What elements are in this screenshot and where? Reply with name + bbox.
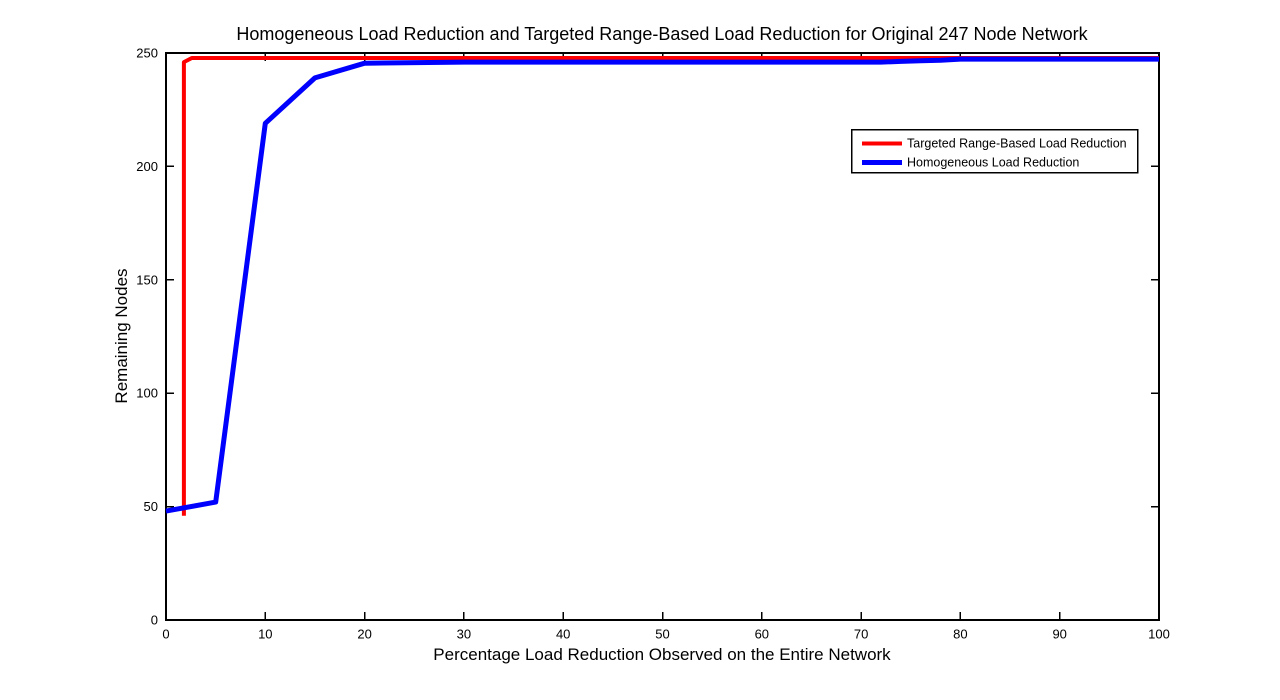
x-axis-label: Percentage Load Reduction Observed on th… xyxy=(433,645,891,664)
x-tick-label: 60 xyxy=(755,627,769,642)
legend-label-homogeneous: Homogeneous Load Reduction xyxy=(907,156,1079,170)
legend-label-targeted: Targeted Range-Based Load Reduction xyxy=(907,137,1127,151)
x-tick-label: 90 xyxy=(1052,627,1066,642)
x-tick-label: 20 xyxy=(357,627,371,642)
chart-title: Homogeneous Load Reduction and Targeted … xyxy=(236,24,1088,44)
series-line-homogeneous xyxy=(165,56,1159,514)
y-tick-label: 50 xyxy=(144,499,158,514)
x-tick-label: 70 xyxy=(854,627,868,642)
y-axis-label: Remaining Nodes xyxy=(112,268,131,403)
y-tick-label: 200 xyxy=(136,159,158,174)
legend-box: Targeted Range-Based Load Reduction Homo… xyxy=(850,128,1139,174)
y-tick-label: 150 xyxy=(136,272,158,287)
y-tick-label: 250 xyxy=(136,46,158,61)
y-tick-label: 100 xyxy=(136,386,158,401)
legend-border xyxy=(850,128,1139,174)
x-tick-label: 40 xyxy=(556,627,570,642)
x-tick-label: 80 xyxy=(953,627,967,642)
x-tick-label: 30 xyxy=(457,627,471,642)
data-series xyxy=(165,56,1159,516)
x-tick-label: 0 xyxy=(162,627,169,642)
x-tick-label: 50 xyxy=(655,627,669,642)
y-tick-label: 0 xyxy=(151,613,158,628)
x-tick-label: 100 xyxy=(1148,627,1170,642)
x-tick-label: 10 xyxy=(258,627,272,642)
series-line-targeted xyxy=(181,56,1159,516)
